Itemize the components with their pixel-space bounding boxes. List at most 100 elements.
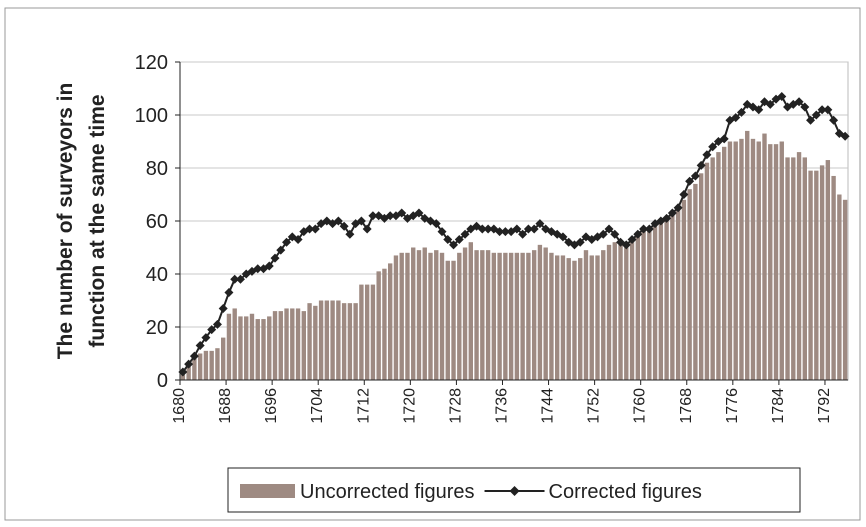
marker bbox=[535, 219, 545, 229]
marker bbox=[765, 99, 775, 109]
bar bbox=[825, 160, 831, 380]
marker bbox=[627, 235, 637, 245]
bar bbox=[491, 252, 497, 380]
marker bbox=[305, 224, 315, 234]
bar bbox=[808, 170, 813, 380]
bar bbox=[693, 183, 698, 380]
bar bbox=[756, 141, 761, 380]
bar bbox=[261, 319, 266, 380]
bar bbox=[629, 242, 635, 380]
marker bbox=[212, 319, 222, 329]
y-axis-title-line: function at the same time bbox=[86, 94, 109, 347]
legend-swatch bbox=[240, 484, 295, 498]
marker bbox=[397, 208, 407, 218]
bar bbox=[457, 252, 462, 380]
marker bbox=[477, 224, 487, 234]
marker bbox=[293, 235, 303, 245]
legend-label: Uncorrected figures bbox=[300, 481, 475, 503]
y-tick-label: 60 bbox=[146, 211, 168, 233]
bar bbox=[278, 311, 283, 380]
marker bbox=[708, 142, 718, 152]
bar bbox=[537, 244, 543, 380]
marker bbox=[207, 325, 217, 335]
marker bbox=[495, 227, 505, 237]
y-tick-label: 20 bbox=[146, 317, 168, 339]
marker bbox=[500, 227, 510, 237]
bar bbox=[232, 308, 237, 380]
x-tick-label: 1744 bbox=[540, 388, 557, 424]
bar bbox=[681, 199, 687, 380]
bar bbox=[560, 255, 566, 380]
bar bbox=[543, 247, 548, 380]
marker bbox=[264, 261, 274, 271]
x-tick-label: 1760 bbox=[632, 388, 649, 424]
bar bbox=[295, 308, 301, 380]
marker bbox=[178, 367, 188, 377]
bar bbox=[290, 308, 295, 380]
bar bbox=[745, 130, 750, 380]
bar bbox=[641, 231, 646, 380]
marker bbox=[736, 107, 746, 117]
bar bbox=[520, 252, 525, 380]
marker bbox=[443, 235, 453, 245]
bar bbox=[601, 250, 606, 380]
marker bbox=[385, 211, 395, 221]
marker bbox=[235, 274, 245, 284]
bar bbox=[422, 247, 427, 380]
bar bbox=[514, 252, 520, 380]
y-axis-title-line: The number of surveyors in bbox=[54, 83, 77, 360]
marker bbox=[639, 224, 649, 234]
marker bbox=[731, 113, 741, 123]
bar bbox=[739, 138, 744, 380]
bar bbox=[791, 157, 796, 380]
marker bbox=[518, 229, 528, 239]
marker bbox=[817, 105, 827, 115]
x-tick-label: 1704 bbox=[309, 388, 326, 424]
bar bbox=[324, 300, 330, 380]
bar bbox=[434, 250, 439, 380]
marker bbox=[696, 160, 706, 170]
bar bbox=[186, 366, 191, 380]
bar bbox=[359, 284, 364, 380]
bar bbox=[819, 165, 825, 380]
bar bbox=[411, 247, 416, 380]
marker bbox=[414, 208, 424, 218]
bar bbox=[589, 255, 594, 380]
marker bbox=[811, 110, 821, 120]
marker bbox=[829, 115, 839, 125]
marker bbox=[253, 264, 263, 274]
marker bbox=[218, 303, 228, 313]
x-tick-label: 1728 bbox=[447, 388, 464, 424]
bar bbox=[704, 162, 710, 380]
bar bbox=[255, 319, 260, 380]
bar bbox=[393, 255, 399, 380]
marker bbox=[224, 288, 234, 298]
y-tick-label: 40 bbox=[146, 264, 168, 286]
marker bbox=[690, 171, 700, 181]
bar bbox=[382, 268, 387, 380]
bar bbox=[526, 252, 531, 380]
marker bbox=[558, 232, 568, 242]
marker bbox=[523, 224, 533, 234]
legend-marker bbox=[509, 486, 520, 496]
marker bbox=[460, 229, 470, 239]
marker bbox=[575, 237, 585, 247]
bar bbox=[353, 303, 358, 380]
y-tick-label: 80 bbox=[146, 158, 168, 180]
y-tick-label: 100 bbox=[135, 105, 168, 127]
marker bbox=[195, 341, 205, 351]
bar bbox=[244, 316, 249, 380]
x-tick-label: 1776 bbox=[724, 388, 741, 424]
marker bbox=[754, 105, 764, 115]
bar bbox=[727, 141, 733, 380]
marker bbox=[794, 97, 804, 107]
bar bbox=[376, 271, 381, 380]
marker bbox=[310, 224, 320, 234]
marker bbox=[437, 227, 447, 237]
bar bbox=[779, 141, 784, 380]
bar bbox=[439, 252, 445, 380]
marker bbox=[598, 229, 608, 239]
marker bbox=[667, 208, 677, 218]
bar bbox=[768, 144, 773, 380]
marker bbox=[662, 213, 672, 223]
